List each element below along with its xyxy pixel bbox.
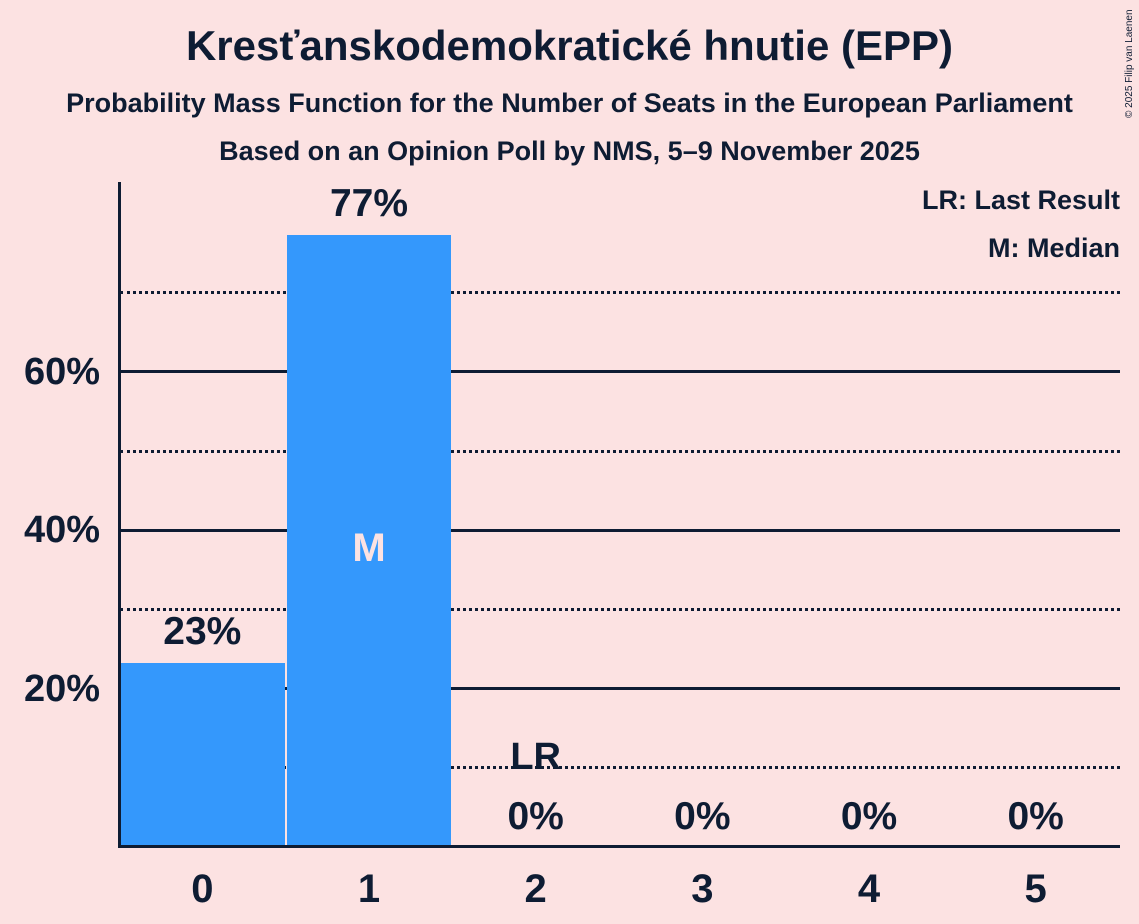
gridline-dotted [120, 291, 1120, 295]
x-tick-label: 2 [524, 867, 547, 911]
bar-value-label: 0% [507, 795, 564, 838]
x-tick-label: 4 [857, 867, 881, 911]
y-tick-label: 20% [23, 667, 100, 710]
gridline-solid [120, 687, 1120, 691]
bar-value-label: 77% [329, 182, 409, 226]
gridline-solid [120, 370, 1120, 374]
legend-last-result: LR: Last Result [921, 185, 1120, 215]
median-marker-label: M [352, 526, 386, 571]
gridline-dotted [120, 449, 1120, 453]
y-tick-label: 60% [23, 350, 100, 393]
bar-value-label: 0% [840, 795, 898, 838]
chart-poll-note: Based on an Opinion Poll by NMS, 5–9 Nov… [219, 136, 920, 166]
bar-value-label: 0% [1007, 795, 1064, 838]
probability-bar [120, 662, 285, 845]
bar-value-label: 0% [674, 795, 731, 838]
bar-value-label: 23% [163, 609, 242, 653]
gridline-dotted [120, 766, 1120, 770]
last-result-marker-label: LR [510, 735, 561, 778]
chart-subtitle: Probability Mass Function for the Number… [66, 88, 1073, 118]
x-tick-label: 3 [691, 867, 714, 911]
legend-median: M: Median [988, 233, 1120, 263]
page-title: Kresťanskodemokratické hnutie (EPP) [185, 22, 954, 69]
x-tick-label: 5 [1024, 867, 1047, 911]
x-tick-label: 1 [357, 867, 381, 911]
gridline-solid [120, 528, 1120, 532]
x-axis-line [118, 845, 1120, 848]
y-tick-label: 40% [23, 509, 100, 552]
probability-bar [286, 235, 452, 845]
y-axis-line [118, 182, 121, 848]
x-tick-label: 0 [191, 867, 214, 911]
gridline-dotted [120, 607, 1120, 611]
